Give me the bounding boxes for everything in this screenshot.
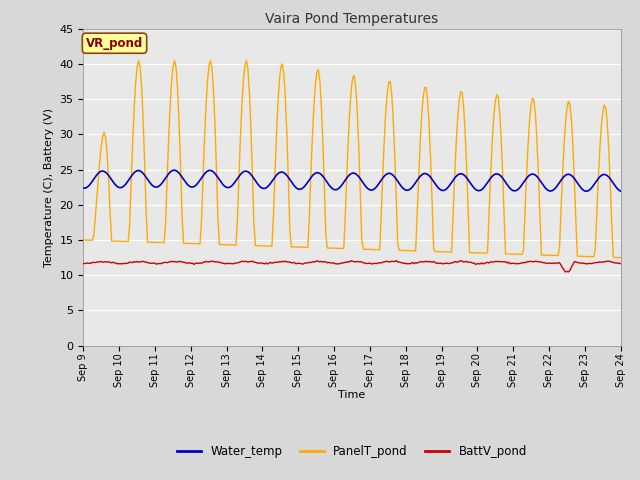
- X-axis label: Time: Time: [339, 390, 365, 400]
- Y-axis label: Temperature (C), Battery (V): Temperature (C), Battery (V): [44, 108, 54, 267]
- Text: VR_pond: VR_pond: [86, 37, 143, 50]
- Legend: Water_temp, PanelT_pond, BattV_pond: Water_temp, PanelT_pond, BattV_pond: [173, 440, 531, 463]
- Title: Vaira Pond Temperatures: Vaira Pond Temperatures: [266, 12, 438, 26]
